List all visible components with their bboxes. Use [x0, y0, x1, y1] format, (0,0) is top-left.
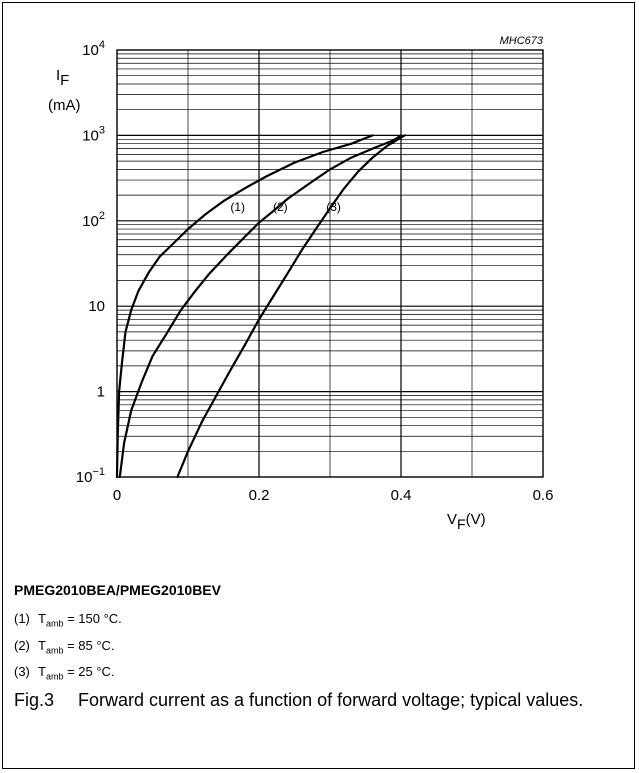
- series-line-1: [115, 134, 374, 479]
- legend-item-1: (1) Tamb = 150 °C.: [14, 608, 614, 635]
- y-tick-base: 10: [88, 298, 105, 315]
- y-tick-label: 103: [82, 124, 105, 144]
- y-tick-label: 10: [88, 298, 105, 315]
- legend-subscript: amb: [45, 671, 64, 682]
- x-axis-symbol: V: [447, 511, 457, 528]
- legend-value: = 25 °C.: [63, 664, 115, 680]
- legend-item-2: (2) Tamb = 85 °C.: [14, 635, 614, 662]
- series-layer: [115, 134, 406, 479]
- y-axis-symbol: I: [56, 67, 60, 84]
- legend-symbol: T: [38, 637, 46, 653]
- figure-caption: Fig.3 Forward current as a function of fo…: [14, 688, 614, 713]
- y-tick-exponent: 3: [99, 124, 105, 136]
- legend-number: (3): [14, 664, 30, 680]
- y-tick-base: 10: [82, 213, 99, 230]
- x-axis-label: VF(V): [447, 511, 486, 532]
- label-layer: (1) (2) (3): [230, 200, 341, 214]
- legend-subscript: amb: [45, 618, 64, 629]
- y-tick-exponent: 4: [99, 39, 105, 51]
- legend-subscript: amb: [45, 645, 64, 656]
- device-name: PMEG2010BEA/PMEG2010BEV: [14, 582, 221, 598]
- y-tick-base: 10: [82, 42, 99, 59]
- y-tick-base: 1: [97, 384, 105, 401]
- series-label-3: (3): [326, 200, 341, 214]
- legend: PMEG2010BEA/PMEG2010BEV (1) Tamb = 150 °C…: [14, 582, 614, 688]
- series-label-2: (2): [273, 200, 288, 214]
- x-tick-label: 0.2: [249, 487, 270, 504]
- series-label-1: (1): [230, 200, 245, 214]
- x-tick-label: 0: [113, 487, 121, 504]
- legend-number: (2): [14, 637, 30, 653]
- legend-number: (1): [14, 611, 30, 626]
- y-tick-label: 10−1: [76, 466, 105, 486]
- legend-value: = 150 °C.: [63, 611, 122, 626]
- legend-value: = 85 °C.: [63, 637, 115, 653]
- chart-code: MHC673: [500, 35, 544, 47]
- x-axis-unit: (V): [466, 511, 486, 528]
- legend-symbol: T: [38, 611, 46, 626]
- legend-symbol: T: [38, 664, 46, 680]
- y-axis-subscript: F: [60, 72, 69, 89]
- y-tick-label: 102: [82, 210, 105, 230]
- legend-item-3: (3) Tamb = 25 °C.: [14, 661, 614, 688]
- y-tick-base: 10: [82, 127, 99, 144]
- y-tick-label: 104: [82, 39, 105, 59]
- x-axis-subscript: F: [457, 516, 466, 532]
- plot-border: [116, 49, 544, 478]
- y-axis-label-symbol: IF: [56, 67, 69, 89]
- y-tick-label: 1: [97, 384, 105, 401]
- grid: [117, 50, 543, 477]
- y-tick-exponent: −1: [92, 466, 105, 478]
- series-line-2: [118, 134, 403, 479]
- x-tick-label: 0.6: [533, 487, 554, 504]
- y-tick-base: 10: [76, 469, 93, 486]
- figure-number: Fig.3: [14, 690, 55, 710]
- y-axis-unit: (mA): [48, 97, 81, 114]
- caption-text: Forward current as a function of forward…: [78, 690, 584, 710]
- x-tick-label: 0.4: [391, 487, 412, 504]
- series-line-3: [176, 134, 406, 479]
- y-tick-exponent: 2: [99, 210, 105, 222]
